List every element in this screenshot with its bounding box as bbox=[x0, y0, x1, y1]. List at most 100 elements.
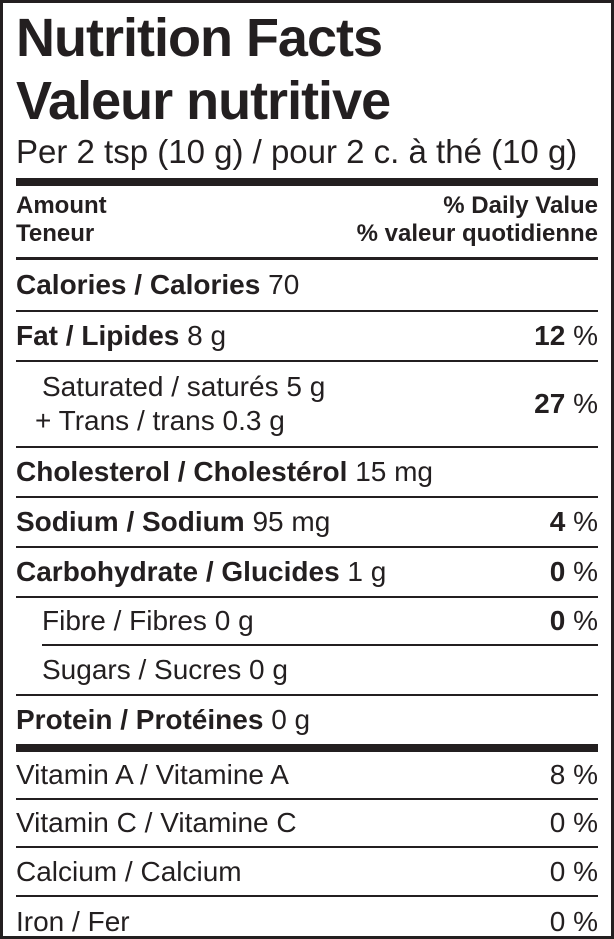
fat-name: Fat / Lipides 8 g bbox=[16, 319, 226, 353]
vitamin-a-dv-number: 8 bbox=[549, 759, 566, 790]
fat-daily-value: 12 % bbox=[524, 319, 598, 353]
protein-label: Protein / Protéines bbox=[16, 704, 264, 735]
sodium-row: Sodium / Sodium 95 mg 4 % bbox=[16, 498, 598, 546]
fibre-label: Fibre / Fibres bbox=[42, 605, 207, 636]
vitamin-a-label: Vitamin A / Vitamine A bbox=[16, 759, 289, 790]
trans-amount: 0.3 g bbox=[222, 405, 285, 436]
saturated-trans-fat-row: Saturated / saturés 5 g + Trans / trans … bbox=[16, 362, 598, 446]
saturated-line: Saturated / saturés 5 g bbox=[42, 370, 325, 404]
carbohydrate-row: Carbohydrate / Glucides 1 g 0 % bbox=[16, 548, 598, 596]
sodium-daily-value: 4 % bbox=[540, 505, 598, 539]
carbohydrate-amount: 1 g bbox=[347, 556, 387, 587]
percent-sign: % bbox=[573, 506, 598, 537]
cholesterol-label: Cholesterol / Cholestérol bbox=[16, 456, 348, 487]
iron-dv-number: 0 bbox=[549, 905, 566, 937]
iron-name: Iron / Fer bbox=[16, 905, 130, 937]
sodium-dv-number: 4 bbox=[549, 506, 566, 537]
trans-label: + Trans / trans bbox=[35, 405, 215, 436]
saturated-amount: 5 g bbox=[286, 371, 326, 402]
vitamin-a-row: Vitamin A / Vitamine A 8 % bbox=[16, 752, 598, 798]
saturated-trans-name: Saturated / saturés 5 g + Trans / trans … bbox=[16, 370, 325, 438]
sugars-label: Sugars / Sucres bbox=[42, 654, 242, 685]
sodium-name: Sodium / Sodium 95 mg bbox=[16, 505, 330, 539]
percent-sign: % bbox=[573, 855, 598, 887]
carbohydrate-name: Carbohydrate / Glucides 1 g bbox=[16, 555, 386, 589]
percent-sign: % bbox=[573, 605, 598, 636]
fat-row: Fat / Lipides 8 g 12 % bbox=[16, 312, 598, 360]
fibre-name: Fibre / Fibres 0 g bbox=[16, 604, 254, 638]
daily-value-header-fr: % valeur quotidienne bbox=[356, 220, 598, 247]
calcium-daily-value: 0 % bbox=[540, 855, 598, 889]
carbohydrate-daily-value: 0 % bbox=[540, 555, 598, 589]
row-separator-indented bbox=[42, 644, 598, 646]
row-separator bbox=[16, 596, 598, 598]
column-header-line-en: Amount % Daily Value bbox=[16, 192, 598, 220]
protein-amount: 0 g bbox=[271, 704, 311, 735]
row-separator bbox=[16, 895, 598, 897]
percent-sign: % bbox=[573, 807, 598, 838]
fat-label: Fat / Lipides bbox=[16, 320, 180, 351]
amount-header-en: Amount bbox=[16, 192, 107, 219]
vitamin-c-daily-value: 0 % bbox=[540, 806, 598, 840]
cholesterol-row: Cholesterol / Cholestérol 15 mg bbox=[16, 448, 598, 496]
carbohydrate-label: Carbohydrate / Glucides bbox=[16, 556, 340, 587]
fibre-dv-number: 0 bbox=[549, 605, 566, 636]
row-separator bbox=[16, 496, 598, 498]
calories-name: Calories / Calories 70 bbox=[16, 268, 299, 302]
column-header: Amount % Daily Value Teneur % valeur quo… bbox=[16, 186, 598, 257]
row-separator bbox=[16, 446, 598, 448]
row-separator bbox=[16, 798, 598, 800]
sodium-label: Sodium / Sodium bbox=[16, 506, 245, 537]
cholesterol-amount: 15 mg bbox=[355, 456, 434, 487]
sugars-row: Sugars / Sucres 0 g bbox=[16, 646, 598, 694]
saturated-trans-daily-value: 27 % bbox=[524, 387, 598, 421]
fat-dv-number: 12 bbox=[534, 320, 566, 351]
iron-daily-value: 0 % bbox=[540, 905, 598, 937]
fibre-daily-value: 0 % bbox=[540, 604, 598, 638]
vitamin-a-daily-value: 8 % bbox=[540, 758, 598, 792]
fat-amount: 8 g bbox=[187, 320, 227, 351]
calcium-dv-number: 0 bbox=[549, 855, 566, 887]
sugars-amount: 0 g bbox=[248, 654, 288, 685]
vitamin-c-row: Vitamin C / Vitamine C 0 % bbox=[16, 800, 598, 846]
vitamin-c-dv-number: 0 bbox=[549, 807, 566, 838]
medium-separator bbox=[16, 257, 598, 260]
daily-value-header-en: % Daily Value bbox=[443, 192, 598, 219]
column-header-line-fr: Teneur % valeur quotidienne bbox=[16, 220, 598, 248]
iron-row: Iron / Fer 0 % bbox=[16, 897, 598, 937]
sodium-amount: 95 mg bbox=[252, 506, 331, 537]
saturated-label: Saturated / saturés bbox=[42, 371, 279, 402]
percent-sign: % bbox=[573, 759, 598, 790]
percent-sign: % bbox=[573, 388, 598, 419]
carbohydrate-dv-number: 0 bbox=[549, 556, 566, 587]
percent-sign: % bbox=[573, 320, 598, 351]
fibre-row: Fibre / Fibres 0 g 0 % bbox=[16, 598, 598, 644]
calcium-row: Calcium / Calcium 0 % bbox=[16, 848, 598, 895]
row-separator bbox=[16, 694, 598, 696]
row-separator bbox=[16, 360, 598, 362]
calcium-label: Calcium / Calcium bbox=[16, 855, 242, 887]
calcium-name: Calcium / Calcium bbox=[16, 855, 242, 889]
protein-row: Protein / Protéines 0 g bbox=[16, 696, 598, 744]
vitamin-c-label: Vitamin C / Vitamine C bbox=[16, 807, 297, 838]
fibre-amount: 0 g bbox=[214, 605, 254, 636]
thick-separator-bottom bbox=[16, 744, 598, 752]
percent-sign: % bbox=[573, 556, 598, 587]
cholesterol-name: Cholesterol / Cholestérol 15 mg bbox=[16, 455, 433, 489]
row-separator bbox=[16, 846, 598, 848]
serving-size: Per 2 tsp (10 g) / pour 2 c. à thé (10 g… bbox=[16, 133, 578, 170]
calories-amount: 70 bbox=[268, 269, 300, 300]
row-separator bbox=[16, 546, 598, 548]
calories-label: Calories / Calories bbox=[16, 269, 261, 300]
thick-separator-top bbox=[16, 178, 598, 186]
sugars-name: Sugars / Sucres 0 g bbox=[16, 653, 288, 687]
iron-label: Iron / Fer bbox=[16, 905, 130, 937]
amount-header-fr: Teneur bbox=[16, 220, 95, 247]
vitamin-c-name: Vitamin C / Vitamine C bbox=[16, 806, 297, 840]
percent-sign: % bbox=[573, 905, 598, 937]
vitamin-a-name: Vitamin A / Vitamine A bbox=[16, 758, 289, 792]
saturated-trans-dv-number: 27 bbox=[534, 388, 566, 419]
title-english: Nutrition Facts bbox=[16, 8, 383, 68]
protein-name: Protein / Protéines 0 g bbox=[16, 703, 310, 737]
